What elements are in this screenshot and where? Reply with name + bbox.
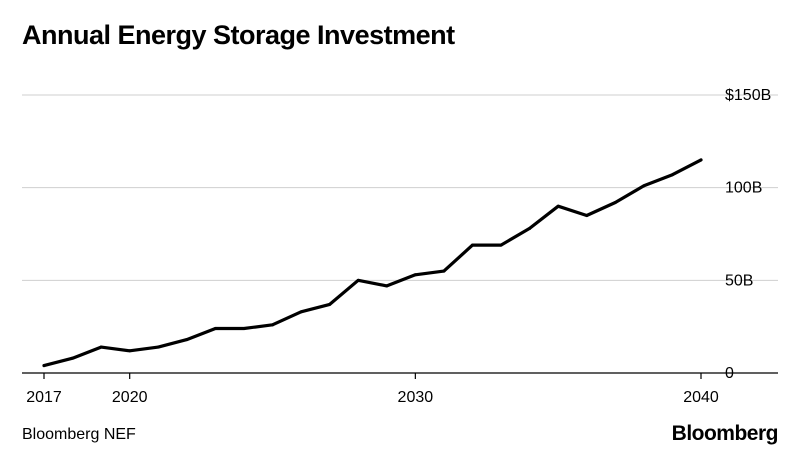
y-tick-label: 100B <box>725 180 762 197</box>
data-point-2032 <box>470 243 474 247</box>
series-layer <box>42 158 703 368</box>
data-point-2025 <box>271 323 275 327</box>
data-point-2033 <box>499 243 503 247</box>
data-point-2037 <box>613 200 617 204</box>
data-point-2029 <box>385 284 389 288</box>
series-line-0 <box>42 158 703 368</box>
data-point-2023 <box>213 327 217 331</box>
x-tick-label: 2030 <box>398 389 434 406</box>
data-point-2026 <box>299 310 303 314</box>
data-point-2024 <box>242 327 246 331</box>
data-point-2022 <box>185 338 189 342</box>
data-point-2035 <box>556 204 560 208</box>
data-point-2028 <box>356 278 360 282</box>
data-point-2020 <box>128 349 132 353</box>
source-note: Bloomberg NEF <box>22 426 136 443</box>
x-tick-label: 2040 <box>683 389 719 406</box>
data-point-2018 <box>71 356 75 360</box>
x-tick-label: 2020 <box>112 389 148 406</box>
chart-title: Annual Energy Storage Investment <box>22 20 455 50</box>
grid-lines <box>22 94 778 281</box>
bloomberg-logo: Bloomberg <box>671 422 779 445</box>
data-point-2038 <box>642 184 646 188</box>
y-tick-label: $150B <box>725 87 771 104</box>
data-point-2030 <box>413 273 417 277</box>
data-point-2036 <box>585 213 589 217</box>
data-point-2021 <box>156 345 160 349</box>
x-axis: 2017 2020 2030 2040 <box>22 372 778 406</box>
data-point-2040 <box>699 158 703 162</box>
data-point-2017 <box>42 364 46 368</box>
data-point-2027 <box>328 302 332 306</box>
data-point-2034 <box>528 226 532 230</box>
data-point-2039 <box>670 173 674 177</box>
data-point-2019 <box>99 345 103 349</box>
x-tick-label: 2017 <box>26 389 62 406</box>
y-tick-label: 50B <box>725 272 753 289</box>
data-point-2031 <box>442 269 446 273</box>
